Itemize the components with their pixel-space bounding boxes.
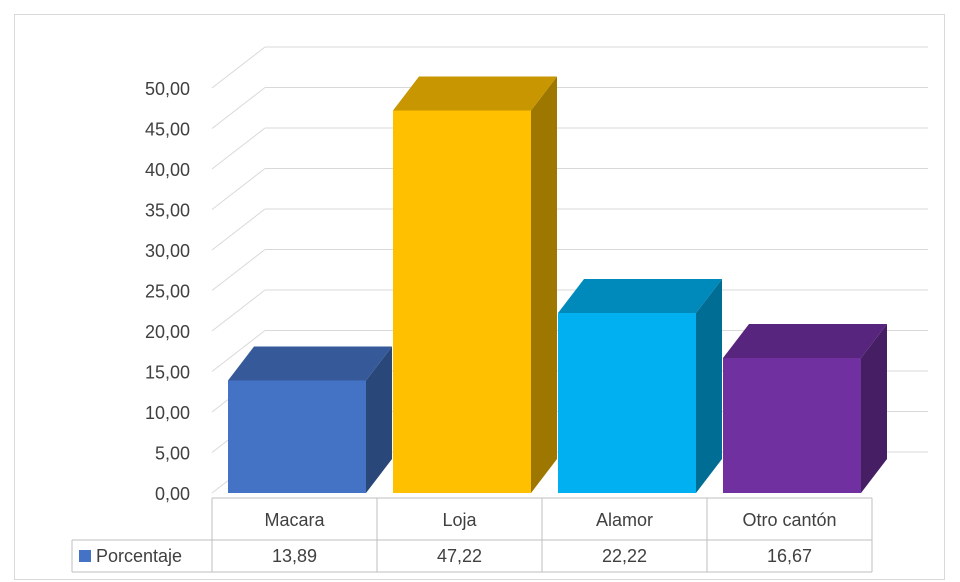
grid-line xyxy=(211,289,266,332)
x-tick-label: Macara xyxy=(264,510,325,530)
data-label: 47,22 xyxy=(437,546,482,566)
bar xyxy=(723,357,861,493)
data-label: 16,67 xyxy=(767,546,812,566)
y-tick-label: 35,00 xyxy=(145,200,190,220)
y-tick-label: 0,00 xyxy=(155,484,190,504)
grid-line xyxy=(211,168,266,210)
grid-line xyxy=(211,46,266,89)
y-tick-label: 20,00 xyxy=(145,322,190,342)
bar-top xyxy=(723,323,887,358)
bar xyxy=(393,110,531,493)
bar-top xyxy=(558,279,722,314)
y-tick-label: 15,00 xyxy=(145,362,190,382)
y-tick-label: 45,00 xyxy=(145,119,190,139)
bar xyxy=(558,313,696,493)
data-label: 22,22 xyxy=(602,546,647,566)
bar-top xyxy=(228,346,392,381)
bar-side xyxy=(366,346,392,493)
grid-line xyxy=(211,249,266,291)
y-tick-label: 25,00 xyxy=(145,281,190,301)
y-tick-label: 30,00 xyxy=(145,241,190,261)
grid-line xyxy=(211,127,266,170)
legend-swatch xyxy=(79,550,91,562)
bar xyxy=(228,380,366,493)
grid-line xyxy=(211,208,266,251)
legend-label: Porcentaje xyxy=(96,546,182,566)
x-tick-label: Loja xyxy=(442,510,477,530)
grid-line xyxy=(211,330,266,372)
y-tick-label: 40,00 xyxy=(145,160,190,180)
y-tick-label: 50,00 xyxy=(145,79,190,99)
y-tick-label: 10,00 xyxy=(145,403,190,423)
x-tick-label: Otro cantón xyxy=(742,510,836,530)
bar-side xyxy=(696,279,722,493)
bar-side xyxy=(531,76,557,493)
grid-line xyxy=(211,87,266,129)
bar-side xyxy=(861,323,887,493)
x-tick-label: Alamor xyxy=(596,510,653,530)
y-tick-label: 5,00 xyxy=(155,443,190,463)
bar-top xyxy=(393,76,557,111)
data-label: 13,89 xyxy=(272,546,317,566)
